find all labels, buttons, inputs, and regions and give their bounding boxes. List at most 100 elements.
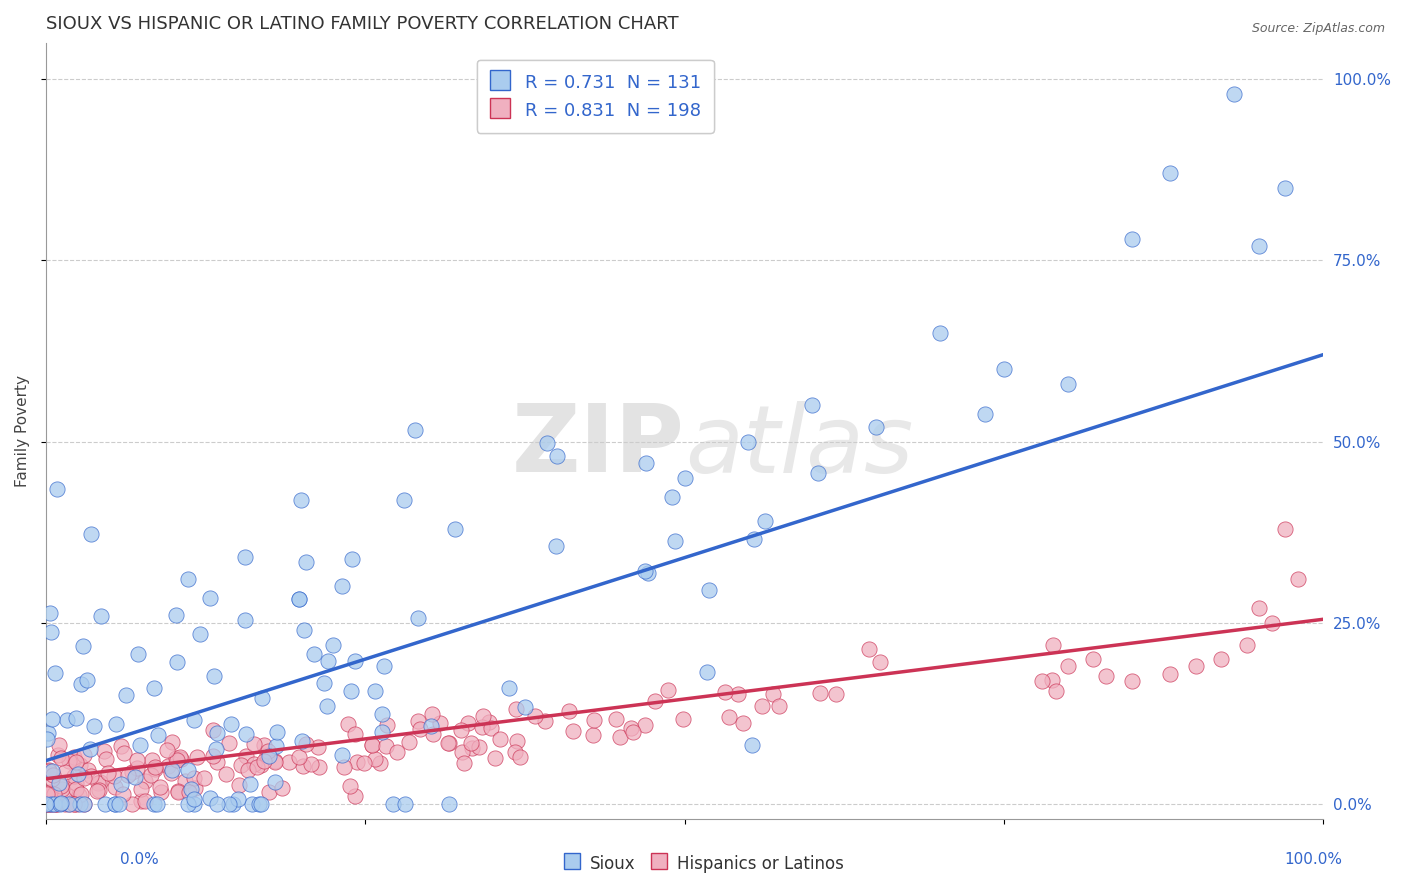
Point xyxy=(768,698,790,713)
Point xyxy=(1056,659,1078,673)
Point xyxy=(974,407,997,421)
Point xyxy=(1159,166,1181,180)
Point xyxy=(35,731,58,746)
Point xyxy=(205,755,228,769)
Point xyxy=(505,702,527,716)
Point xyxy=(361,738,384,752)
Point xyxy=(673,471,696,485)
Point xyxy=(696,665,718,679)
Point xyxy=(561,724,583,739)
Point xyxy=(169,750,191,764)
Point xyxy=(609,731,631,745)
Point xyxy=(290,492,312,507)
Point xyxy=(288,749,311,764)
Text: SIOUX VS HISPANIC OR LATINO FAMILY POVERTY CORRELATION CHART: SIOUX VS HISPANIC OR LATINO FAMILY POVER… xyxy=(46,15,679,33)
Point xyxy=(392,492,415,507)
Point xyxy=(104,797,127,811)
Point xyxy=(1042,638,1064,652)
Point xyxy=(103,769,125,783)
Point xyxy=(39,624,62,639)
Point xyxy=(292,623,315,637)
Point xyxy=(235,727,257,741)
Point xyxy=(672,712,695,726)
Point xyxy=(250,691,273,706)
Point xyxy=(87,776,110,790)
Point xyxy=(236,763,259,777)
Point xyxy=(243,756,266,771)
Point xyxy=(1286,573,1309,587)
Point xyxy=(202,748,225,763)
Point xyxy=(110,739,132,754)
Point xyxy=(801,398,824,412)
Point xyxy=(339,779,361,793)
Point xyxy=(364,752,387,766)
Point xyxy=(89,775,111,789)
Point xyxy=(83,719,105,733)
Point xyxy=(484,751,506,765)
Point xyxy=(478,715,501,730)
Point xyxy=(558,704,581,718)
Point xyxy=(97,765,120,780)
Point xyxy=(202,669,225,683)
Point xyxy=(263,754,285,768)
Point xyxy=(233,549,256,564)
Point xyxy=(394,797,416,811)
Point xyxy=(233,613,256,627)
Point xyxy=(858,641,880,656)
Point xyxy=(94,752,117,766)
Point xyxy=(218,797,240,811)
Point xyxy=(718,710,741,724)
Point xyxy=(69,758,91,772)
Point xyxy=(58,797,80,811)
Point xyxy=(139,768,162,782)
Point xyxy=(636,456,658,470)
Point xyxy=(44,797,66,811)
Point xyxy=(108,797,131,811)
Point xyxy=(299,757,322,772)
Point xyxy=(205,797,228,811)
Point xyxy=(38,784,60,798)
Point xyxy=(228,778,250,792)
Point xyxy=(90,608,112,623)
Point xyxy=(661,490,683,504)
Point xyxy=(460,741,482,756)
Point xyxy=(340,552,363,566)
Point xyxy=(340,684,363,698)
Text: 100.0%: 100.0% xyxy=(1285,852,1343,867)
Point xyxy=(419,718,441,732)
Point xyxy=(65,781,87,796)
Point xyxy=(142,681,165,696)
Point xyxy=(37,797,59,811)
Point xyxy=(498,681,520,695)
Point xyxy=(1249,239,1271,253)
Point xyxy=(420,707,443,722)
Point xyxy=(288,591,311,606)
Point xyxy=(307,740,329,755)
Point xyxy=(125,761,148,775)
Point xyxy=(288,592,311,607)
Point xyxy=(370,706,392,721)
Legend: R = 0.731  N = 131, R = 0.831  N = 198: R = 0.731 N = 131, R = 0.831 N = 198 xyxy=(477,60,714,133)
Point xyxy=(37,726,59,740)
Point xyxy=(110,776,132,790)
Point xyxy=(364,684,387,698)
Point xyxy=(479,721,502,735)
Point xyxy=(76,763,98,777)
Point xyxy=(104,797,127,811)
Point xyxy=(124,770,146,784)
Point xyxy=(294,555,316,569)
Point xyxy=(89,782,111,797)
Point xyxy=(165,607,187,622)
Point xyxy=(371,724,394,739)
Point xyxy=(1056,376,1078,391)
Point xyxy=(278,755,301,769)
Point xyxy=(183,791,205,805)
Point xyxy=(127,648,149,662)
Point xyxy=(160,766,183,780)
Point xyxy=(35,787,58,801)
Point xyxy=(582,713,605,727)
Point xyxy=(247,797,270,811)
Point xyxy=(166,753,188,767)
Point xyxy=(72,639,94,653)
Point xyxy=(373,658,395,673)
